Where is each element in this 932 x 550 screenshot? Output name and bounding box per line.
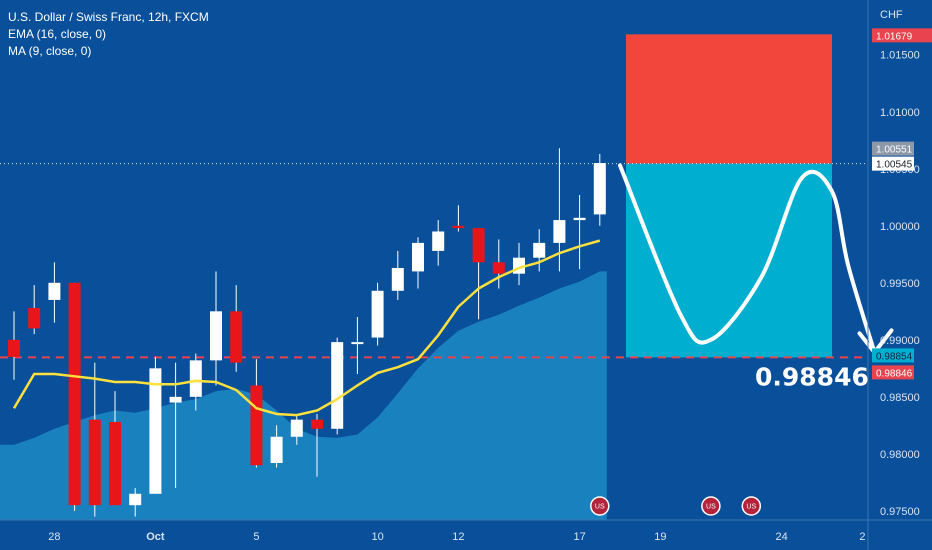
candle-body[interactable]	[109, 421, 121, 506]
target-price-big-label: 0.98846	[755, 362, 869, 391]
candle-body[interactable]	[68, 282, 81, 506]
chart-legend: U.S. Dollar / Swiss Franc, 12h, FXCM EMA…	[8, 9, 209, 60]
candle-body[interactable]	[28, 307, 41, 329]
y-tick-label: 1.01500	[880, 50, 920, 62]
ema-legend: EMA (16, close, 0)	[8, 27, 107, 41]
x-tick-label: 5	[253, 531, 259, 543]
us-event-flag-icon[interactable]	[590, 496, 610, 516]
event-flag-label: US	[706, 504, 716, 511]
currency-label: CHF	[880, 9, 903, 21]
x-tick-label: Oct	[146, 531, 165, 543]
candle-body[interactable]	[149, 368, 162, 494]
ema-line	[12, 239, 601, 417]
candle-body[interactable]	[573, 217, 586, 221]
y-tick-label: 1.00000	[880, 221, 920, 233]
candle-body[interactable]	[432, 231, 445, 251]
y-tick-label: 0.98500	[880, 392, 920, 404]
x-tick-label: 19	[654, 531, 666, 543]
x-tick-label: 17	[573, 531, 585, 543]
candle-body[interactable]	[412, 242, 424, 272]
event-flag-label: US	[595, 504, 605, 511]
current-price-tag-bg	[872, 156, 914, 171]
stop-price-tag-bg	[872, 28, 932, 43]
current-price-tag: 1.00545	[876, 160, 913, 171]
event-flag-label: US	[746, 504, 756, 511]
candle-body[interactable]	[8, 339, 20, 357]
y-tick-label: 0.99500	[880, 278, 920, 290]
candle-body[interactable]	[290, 419, 303, 437]
chart-title: U.S. Dollar / Swiss Franc, 12h, FXCM	[8, 10, 209, 24]
candle-body[interactable]	[230, 311, 243, 363]
y-tick-label: 0.98000	[880, 449, 920, 461]
candle-body[interactable]	[331, 342, 344, 429]
x-tick-label: 2	[859, 531, 865, 543]
target-price-tag: 0.98846	[876, 368, 913, 379]
target-price-tag-bg	[872, 365, 914, 380]
candle-body[interactable]	[553, 220, 566, 243]
candle-body[interactable]	[371, 290, 384, 338]
candle-body[interactable]	[593, 163, 606, 215]
candle-body[interactable]	[189, 360, 202, 397]
candle-body[interactable]	[533, 242, 546, 258]
y-tick-label: 0.99000	[880, 335, 920, 347]
x-tick-label: 12	[452, 531, 464, 543]
candle-body[interactable]	[492, 262, 505, 274]
stop-price-tag: 1.01679	[876, 31, 913, 42]
candle-body[interactable]	[391, 267, 404, 291]
target-line-tag: 0.98854	[876, 351, 913, 362]
y-tick-label: 0.97500	[880, 506, 920, 518]
candle-body[interactable]	[250, 385, 263, 466]
projection-curve	[618, 163, 877, 355]
bid-price-tag-bg	[872, 141, 914, 156]
stop-loss-zone	[626, 34, 832, 164]
candle-body[interactable]	[129, 493, 142, 506]
candle-body[interactable]	[270, 436, 283, 463]
candle-body[interactable]	[472, 228, 485, 263]
bid-price-tag: 1.00551	[876, 145, 913, 156]
candle-body[interactable]	[311, 419, 323, 429]
us-event-flag-icon[interactable]	[741, 496, 762, 516]
candle-body[interactable]	[452, 225, 465, 229]
candle-body[interactable]	[88, 419, 101, 506]
us-event-flag-icon[interactable]	[701, 496, 721, 516]
x-tick-label: 24	[775, 531, 787, 543]
y-tick-label: 1.01000	[880, 107, 920, 119]
candle-body[interactable]	[210, 311, 222, 361]
x-tick-label: 10	[371, 531, 383, 543]
candle-body[interactable]	[48, 282, 61, 300]
candle-body[interactable]	[351, 342, 364, 345]
candle-body[interactable]	[169, 396, 182, 403]
x-tick-label: 28	[48, 531, 60, 543]
ma-legend: MA (9, close, 0)	[8, 44, 92, 58]
target-line-tag-bg	[872, 348, 914, 363]
